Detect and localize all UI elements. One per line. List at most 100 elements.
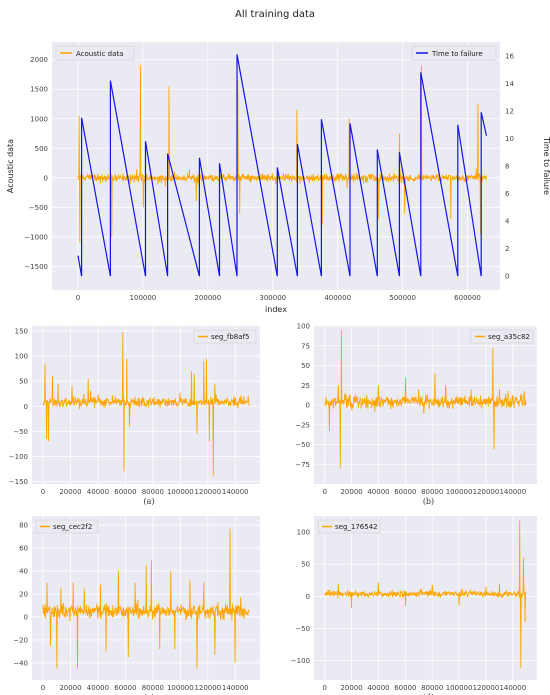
- x-tick-label: 40000: [87, 684, 109, 692]
- x-tick-label: 140000: [222, 488, 249, 496]
- legend-seg_a35c82: [470, 329, 534, 344]
- y-tick-label: −20: [13, 636, 28, 644]
- y2-tick-label: 4: [505, 218, 510, 226]
- x-tick-label: 100000: [167, 488, 194, 496]
- legend-acoustic: [55, 45, 135, 61]
- y-axis-label: Acoustic data: [6, 139, 15, 193]
- y-tick-label: 1000: [30, 115, 48, 123]
- y-tick-label: 0: [24, 403, 28, 411]
- x-tick-label: 80000: [421, 684, 443, 692]
- series-line-seg_fb8af5: [42, 331, 250, 476]
- y2-tick-label: 6: [505, 190, 510, 198]
- x-tick-label: 80000: [142, 684, 164, 692]
- x-tick-label: 600000: [454, 294, 481, 302]
- y-tick-label: 0: [306, 593, 310, 601]
- y-tick-label: −50: [295, 625, 310, 633]
- x-tick-label: 40000: [367, 684, 389, 692]
- series-line-time-to-failure: [77, 54, 488, 277]
- y-tick-label: −50: [13, 428, 28, 436]
- legend-seg_cec2f2: [35, 519, 99, 534]
- y2-tick-label: 12: [505, 107, 514, 115]
- chart-title: All training data: [235, 9, 315, 20]
- y2-tick-label: 2: [505, 245, 509, 253]
- x-tick-label: 0: [41, 684, 45, 692]
- x-tick-label: 200000: [194, 294, 221, 302]
- x-tick-label: 20000: [59, 488, 81, 496]
- x-tick-label: 100000: [446, 488, 473, 496]
- y2-tick-label: 14: [505, 80, 514, 88]
- x-tick-label: 100000: [167, 684, 194, 692]
- y2-tick-label: 0: [505, 273, 509, 281]
- y-tick-label: −500: [29, 204, 48, 212]
- x-tick-label: 140000: [222, 684, 249, 692]
- y2-tick-label: 16: [505, 52, 514, 60]
- x-tick-label: 60000: [114, 488, 136, 496]
- y-tick-label: 75: [301, 342, 310, 350]
- series-line-seg_cec2f2: [42, 528, 250, 669]
- panel-caption: (c): [144, 693, 155, 695]
- x-tick-label: 40000: [367, 488, 389, 496]
- x-tick-label: 140000: [499, 684, 526, 692]
- y-tick-label: −25: [295, 421, 310, 429]
- x-tick-label: 80000: [142, 488, 164, 496]
- legend-label: seg_fb8af5: [211, 333, 249, 341]
- y-tick-label: 2000: [30, 56, 48, 64]
- x-tick-label: 20000: [59, 684, 81, 692]
- y-tick-label: 50: [301, 362, 310, 370]
- y-tick-label: −75: [295, 461, 310, 469]
- y-tick-label: 1500: [30, 86, 48, 94]
- y-tick-label: 100: [15, 353, 28, 361]
- y-tick-label: −50: [295, 441, 310, 449]
- x-tick-label: 100000: [446, 684, 473, 692]
- legend-time-to-failure: [411, 45, 497, 61]
- y-tick-label: −150: [9, 478, 28, 486]
- y-tick-label: 0: [24, 613, 28, 621]
- y-tick-label: 500: [35, 145, 48, 153]
- panel-caption: (a): [143, 497, 154, 506]
- legend-label: seg_176542: [335, 523, 378, 531]
- y-tick-label: 50: [19, 378, 28, 386]
- plot-area-0: [52, 42, 500, 290]
- x-tick-label: 60000: [394, 684, 416, 692]
- series-line-seg_a35c82: [324, 329, 527, 469]
- y-tick-label: −100: [9, 453, 28, 461]
- y-tick-label: 25: [301, 382, 310, 390]
- y-tick-label: −40: [13, 659, 28, 667]
- panel-caption: (d): [423, 693, 434, 695]
- x-tick-label: 20000: [340, 488, 362, 496]
- legend-label: Acoustic data: [76, 50, 123, 58]
- x-tick-label: 120000: [194, 488, 221, 496]
- legend-label: Time to failure: [431, 50, 483, 58]
- x-tick-label: 60000: [394, 488, 416, 496]
- x-axis-label: index: [265, 305, 287, 314]
- x-tick-label: 500000: [389, 294, 416, 302]
- y-tick-label: 100: [297, 529, 310, 537]
- x-tick-label: 0: [323, 684, 327, 692]
- series-line-seg_176542: [324, 520, 527, 669]
- x-tick-label: 0: [323, 488, 327, 496]
- y-tick-label: 50: [301, 561, 310, 569]
- x-tick-label: 120000: [194, 684, 221, 692]
- y2-tick-label: 8: [505, 163, 509, 171]
- y-tick-label: 150: [15, 328, 28, 336]
- plot-area-4: [314, 516, 537, 680]
- y-tick-label: 0: [44, 174, 48, 182]
- x-tick-label: 400000: [324, 294, 351, 302]
- y-tick-label: 20: [19, 590, 28, 598]
- y-tick-label: 0: [306, 402, 310, 410]
- x-tick-label: 60000: [114, 684, 136, 692]
- legend-seg_176542: [317, 519, 381, 534]
- legend-seg_fb8af5: [193, 329, 257, 344]
- y-tick-label: 100: [297, 323, 310, 331]
- y-tick-label: −1000: [24, 233, 48, 241]
- x-tick-label: 300000: [259, 294, 286, 302]
- x-tick-label: 0: [41, 488, 45, 496]
- y2-tick-label: 10: [505, 135, 514, 143]
- x-tick-label: 0: [76, 294, 80, 302]
- x-tick-label: 80000: [421, 488, 443, 496]
- y-tick-label: 40: [19, 568, 28, 576]
- legend-label: seg_cec2f2: [53, 523, 92, 531]
- y-tick-label: −100: [291, 657, 310, 665]
- x-tick-label: 120000: [473, 684, 500, 692]
